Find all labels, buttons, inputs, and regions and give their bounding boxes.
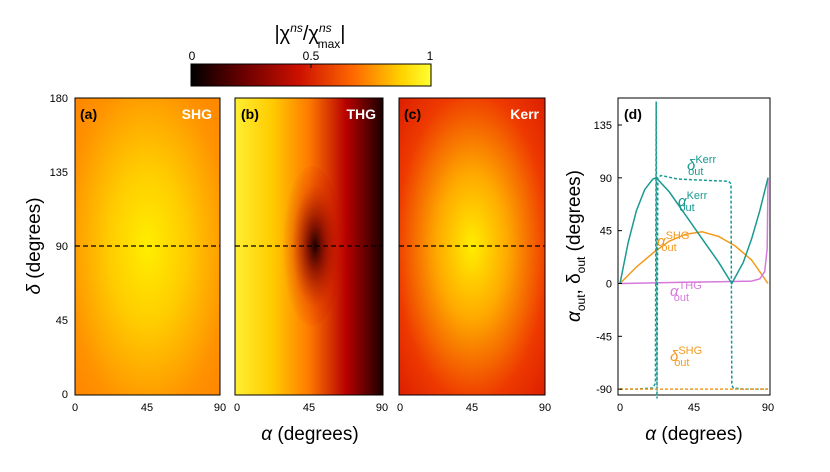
x-tick-b-45: 45 (303, 402, 315, 414)
colorbar: |χns/χns max| 0 0.5 1 (189, 21, 434, 87)
x-tick-a-90: 90 (214, 402, 226, 414)
y-tick-45: 45 (56, 315, 68, 327)
panel-name-kerr: Kerr (510, 106, 539, 122)
series-label-delta-kerr: δKerr out (687, 154, 716, 178)
y-axis-label-right: αout, δout (degrees) (564, 170, 588, 322)
colorbar-tick-1: 1 (427, 49, 434, 63)
y-tick-d-1: -45 (596, 331, 612, 343)
series-label-delta-shg: δSHG out (670, 345, 702, 369)
panel-c: (c) Kerr (398, 97, 546, 396)
x-tick-c-45: 45 (466, 402, 478, 414)
panel-a: (a) SHG (74, 97, 221, 396)
y-tick-d-4: 90 (600, 173, 612, 185)
panel-name-shg: SHG (182, 106, 212, 122)
panel-label-d: (d) (624, 106, 642, 122)
x-axis-label-d: α (degrees) (645, 424, 742, 445)
panel-name-thg: THG (346, 106, 376, 122)
x-tick-d-0: 0 (617, 402, 623, 414)
series-line-2 (619, 176, 769, 285)
x-tick-c-90: 90 (539, 402, 551, 414)
series-label-alpha-shg: αSHG out (657, 230, 689, 254)
y-tick-135: 135 (50, 167, 68, 179)
x-axis-label-heatmaps: α (degrees) (261, 424, 358, 445)
y-tick-d-3: 45 (600, 226, 612, 238)
y-tick-d-5: 135 (594, 120, 612, 132)
panel-label-a: (a) (80, 106, 97, 122)
series-line-3 (620, 101, 768, 399)
x-tick-d-1: 45 (688, 402, 700, 414)
panel-label-c: (c) (404, 106, 421, 122)
frame-d (617, 97, 771, 396)
y-axis-label-left: δ (degrees) (24, 197, 45, 294)
panel-label-b: (b) (241, 106, 259, 122)
y-tick-90: 90 (56, 241, 68, 253)
colorbar-tick-mid: 0.5 (303, 49, 320, 63)
x-tick-d-2: 90 (762, 402, 774, 414)
y-tick-d-2: 0 (606, 278, 612, 290)
panel-b: (b) THG (234, 97, 384, 396)
series-label-alpha-kerr: αKerr out (678, 190, 708, 214)
series-line-0 (619, 231, 769, 285)
line-series-group (619, 101, 769, 399)
heatmap-x-ticks: 0 45 90 0 45 90 0 45 90 α (degrees) (72, 402, 551, 445)
frame-b (234, 97, 384, 396)
x-tick-a-0: 0 (72, 402, 78, 414)
series-label-alpha-thg: αTHG out (670, 280, 702, 304)
frame-a (74, 97, 221, 396)
y-tick-0: 0 (62, 389, 68, 401)
frame-c (398, 97, 546, 396)
series-line-1 (619, 177, 769, 285)
y-tick-d-0: -90 (596, 384, 612, 396)
x-tick-b-90: 90 (376, 402, 388, 414)
y-tick-180: 180 (50, 93, 68, 105)
colorbar-title: |χns/χns max| (274, 21, 345, 51)
panel-d: -90 -45 0 45 90 135 0 45 90 (d) δKerr out αKerr ou… (564, 97, 774, 445)
x-tick-c-0: 0 (397, 402, 403, 414)
left-y-axis: 180 135 90 45 0 δ (degrees) (24, 93, 68, 401)
x-tick-b-0: 0 (234, 402, 240, 414)
panel-d-ticks: -90 -45 0 45 90 135 0 45 90 (594, 120, 774, 414)
colorbar-tick-0: 0 (189, 49, 196, 63)
x-tick-a-45: 45 (141, 402, 153, 414)
